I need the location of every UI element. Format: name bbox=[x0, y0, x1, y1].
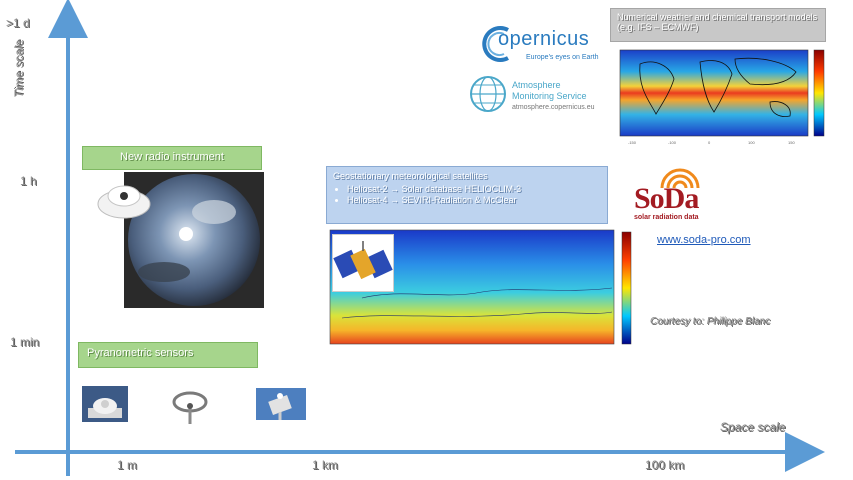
cams-url: atmosphere.copernicus.eu bbox=[512, 104, 595, 111]
soda-logo: SoDa solar radiation data bbox=[630, 166, 750, 222]
courtesy-note: Courtesy to: Philippe Blanc bbox=[650, 316, 771, 327]
globe-icon bbox=[470, 76, 506, 112]
soda-tagline: solar radiation data bbox=[634, 214, 699, 221]
new-instrument-box: New radio instrument bbox=[82, 146, 262, 170]
svg-text:150: 150 bbox=[788, 140, 795, 145]
x-tick-meter: 1 m bbox=[117, 458, 138, 472]
pyranometer-photo-3 bbox=[256, 388, 306, 420]
satellite-icon bbox=[333, 241, 393, 280]
x-tick-100km: 100 km bbox=[645, 458, 685, 472]
satellite-item-heliosat2: Heliosat-2 → Solar database HELIOCLIM-3 bbox=[347, 184, 601, 194]
sky-imager-photo bbox=[97, 172, 264, 308]
satellite-title: Geostationary meteorological satellites bbox=[333, 171, 488, 181]
pyranometer-photo-1 bbox=[82, 386, 128, 422]
camera-dome-icon bbox=[97, 185, 151, 219]
europe-map-figure bbox=[322, 228, 638, 350]
soda-name: SoDa bbox=[634, 182, 699, 215]
svg-text:100: 100 bbox=[748, 140, 755, 145]
y-tick-hour: 1 h bbox=[20, 174, 37, 188]
cams-logo: Atmosphere Monitoring Service atmosphere… bbox=[468, 74, 608, 118]
svg-text:0: 0 bbox=[708, 140, 711, 145]
y-axis-title: Time scale bbox=[12, 40, 26, 98]
pyranometer-photo-2 bbox=[170, 388, 210, 428]
world-map: -150 -100 0 100 150 bbox=[619, 49, 825, 145]
all-sky-image bbox=[124, 172, 264, 308]
soda-link[interactable]: www.soda-pro.com bbox=[657, 234, 751, 246]
sun-tracker-icon bbox=[268, 393, 292, 420]
copernicus-tagline: Europe's eyes on Earth bbox=[526, 54, 599, 61]
copernicus-name: opernicus bbox=[498, 28, 590, 50]
cams-line1: Atmosphere bbox=[512, 80, 561, 90]
pyranometer-icon bbox=[88, 398, 122, 418]
y-tick-minute: 1 min bbox=[10, 335, 40, 349]
copernicus-c-icon bbox=[482, 26, 509, 62]
world-map-figure: -150 -100 0 100 150 bbox=[610, 44, 840, 148]
y-tick-day: >1 d bbox=[6, 16, 30, 30]
satellite-thumbnail bbox=[332, 234, 394, 292]
svg-text:-100: -100 bbox=[668, 140, 677, 145]
cams-line2: Monitoring Service bbox=[512, 91, 587, 101]
svg-text:-150: -150 bbox=[628, 140, 637, 145]
copernicus-logo: opernicus Europe's eyes on Earth bbox=[474, 22, 599, 70]
nwp-title-box: Numerical weather and chemical transport… bbox=[610, 8, 826, 42]
satellite-box: Geostationary meteorological satellites … bbox=[326, 166, 608, 224]
satellite-item-heliosat4: Heliosat-4 → SEVIRI-Radiation & McClear bbox=[347, 195, 601, 205]
x-axis-title: Space scale bbox=[720, 420, 786, 434]
sun-rays-icon bbox=[660, 168, 700, 189]
x-tick-kilometer: 1 km bbox=[312, 458, 339, 472]
shadow-ring-icon bbox=[172, 391, 208, 424]
pyranometric-box: Pyranometric sensors bbox=[78, 342, 258, 368]
